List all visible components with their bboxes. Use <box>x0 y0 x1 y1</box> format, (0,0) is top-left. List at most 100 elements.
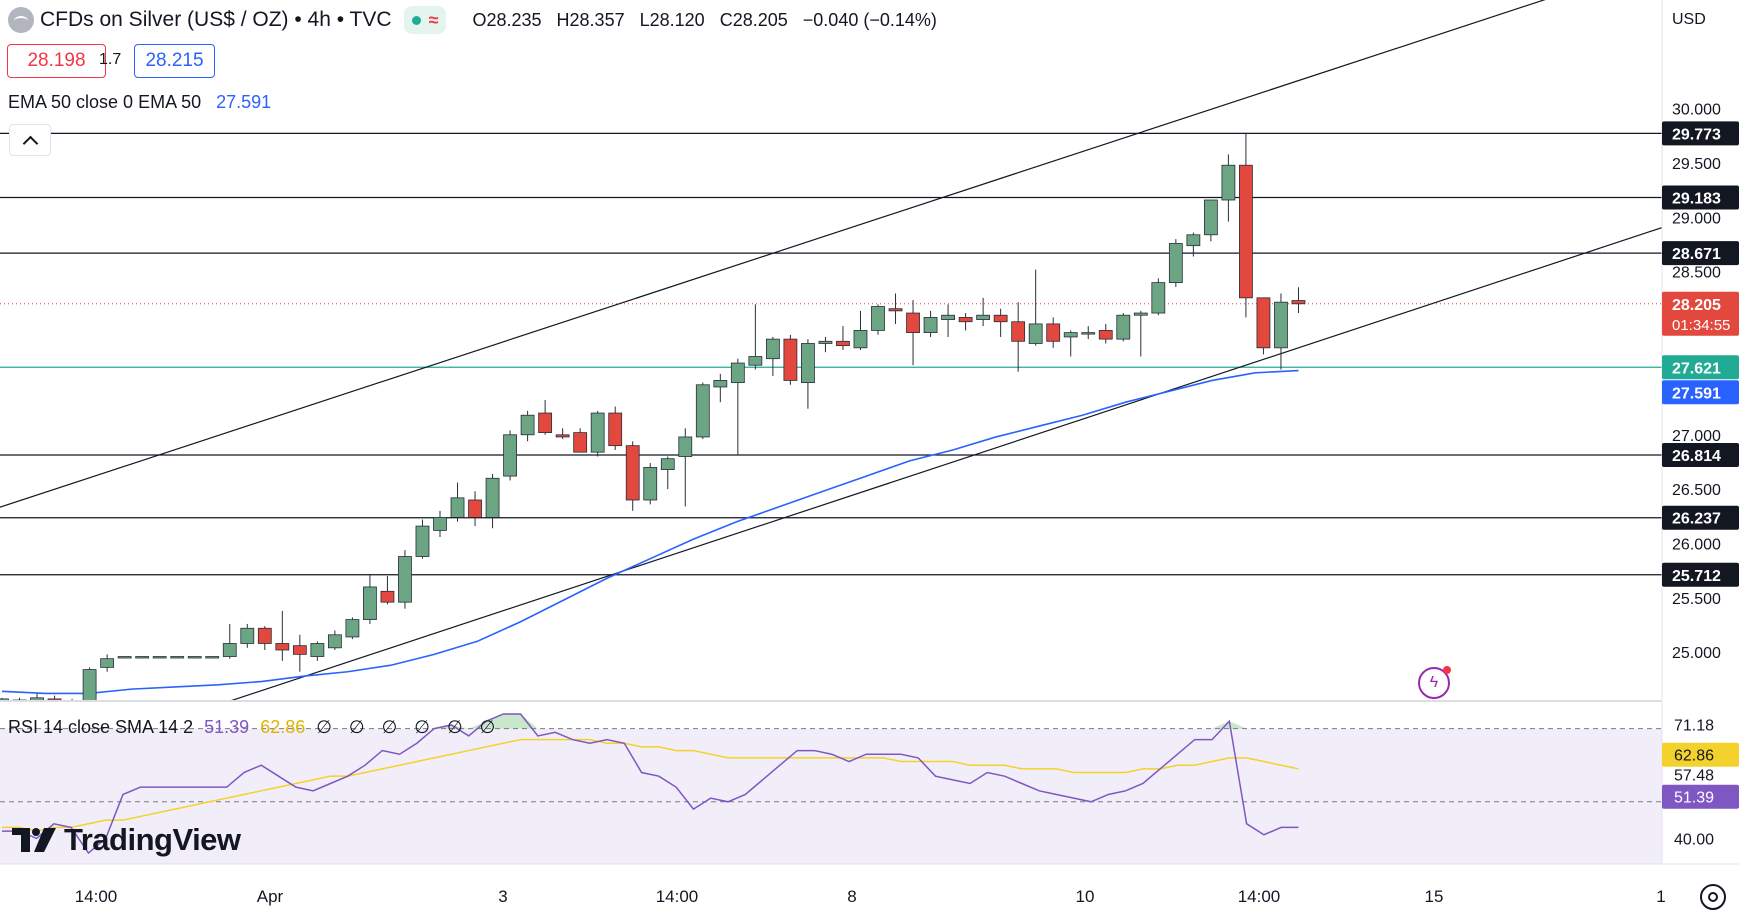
candle-up <box>853 330 868 349</box>
ohlc-change: −0.040 (−0.14%) <box>802 9 937 30</box>
candle-down <box>1098 330 1113 340</box>
tradingview-wordmark: TradingView <box>64 822 241 857</box>
candle-up <box>222 643 237 657</box>
collapse-legend-button[interactable] <box>9 124 51 156</box>
settings-gear-icon[interactable] <box>1700 884 1726 910</box>
candle-up <box>485 477 500 518</box>
level-badge-bg <box>1662 562 1739 587</box>
candle-down <box>573 432 588 453</box>
rsi-tick-label: 40.00 <box>1674 831 1714 848</box>
candle-up <box>170 656 185 659</box>
ema50-line <box>1 369 1299 695</box>
level-badge-bg <box>1662 241 1739 266</box>
level-badge-bg <box>1662 121 1739 146</box>
last-price-badge: 28.205 <box>1672 297 1721 314</box>
candle-down <box>1291 300 1306 305</box>
level-badge: 26.814 <box>1672 448 1721 465</box>
candle-up <box>1028 323 1043 344</box>
rsi-line <box>2 713 1299 855</box>
price-tick-label: 26.500 <box>1672 482 1721 499</box>
symbol-title[interactable]: CFDs on Silver (US$ / OZ) • 4h • TVC <box>40 8 392 31</box>
candle-up <box>713 380 728 388</box>
candle-up <box>82 669 97 700</box>
rsi-badge: 51.39 <box>1674 790 1714 807</box>
price-tick-label: 25.000 <box>1672 645 1721 662</box>
price-tick-label: 25.500 <box>1672 591 1721 608</box>
candle-up <box>135 656 150 659</box>
candle-up <box>415 525 430 557</box>
candle-down <box>958 316 973 323</box>
level-badge: 26.237 <box>1672 511 1721 528</box>
candle-up <box>643 466 658 501</box>
level-badge: 29.183 <box>1672 191 1721 208</box>
ohlc-open: O28.235 <box>472 9 542 30</box>
market-status-pill[interactable]: ≈ <box>403 6 447 34</box>
candle-up <box>1063 332 1078 338</box>
candle-up <box>117 656 132 659</box>
candle-down <box>888 308 903 312</box>
tradingview-logo[interactable]: TradingView <box>12 822 241 858</box>
candle-up <box>363 586 377 620</box>
candle-up <box>310 643 325 657</box>
time-tick-label: 1 <box>1656 887 1665 906</box>
time-tick-label: Apr <box>257 887 284 906</box>
rsi-legend-value: 51.39 <box>204 717 250 737</box>
candle-up <box>240 627 255 644</box>
rsi-pane[interactable] <box>0 713 1662 875</box>
candle-up <box>0 698 9 700</box>
price-pane[interactable] <box>0 0 1662 777</box>
buy-price-button[interactable]: 28.215 <box>134 44 215 78</box>
rsi-legend[interactable]: RSI 14 close SMA 14 2 51.39 62.86 ∅ ∅ ∅ … <box>8 717 501 738</box>
candle-up <box>1151 282 1166 314</box>
candle-down <box>538 412 553 434</box>
candle-up <box>590 412 605 453</box>
candle-down <box>625 445 640 501</box>
flash-alert-icon[interactable]: ϟ <box>1418 666 1451 699</box>
price-tick-label: 29.000 <box>1672 210 1721 227</box>
candle-up <box>433 516 447 531</box>
rsi-badge-bg <box>1662 784 1739 809</box>
ema-legend[interactable]: EMA 50 close 0 EMA 50 27.591 <box>8 92 271 113</box>
ohlc-readout: O28.235 H28.357 L28.120 C28.205 −0.040 (… <box>472 10 946 31</box>
ema-badge: 27.591 <box>1672 385 1721 402</box>
ohlc-high: H28.357 <box>556 9 625 30</box>
support-badge: 27.621 <box>1672 360 1721 377</box>
candle-up <box>1081 332 1096 335</box>
channel-lower-line <box>231 227 1662 700</box>
candle-up <box>941 314 955 320</box>
ema-badge-bg <box>1662 380 1739 405</box>
currency-selector[interactable]: USD <box>1668 5 1739 35</box>
time-tick-label: 15 <box>1425 887 1444 906</box>
candle-up <box>923 316 938 334</box>
rsi-tick-label: 57.48 <box>1674 767 1714 784</box>
price-tick-label: 29.500 <box>1672 156 1721 173</box>
level-badge-bg <box>1662 505 1739 530</box>
level-badge: 25.712 <box>1672 568 1721 585</box>
candle-up <box>976 314 991 320</box>
candle-down <box>608 412 623 447</box>
sell-price-button[interactable]: 28.198 <box>7 44 106 78</box>
candle-down <box>380 590 395 603</box>
candle-up <box>678 436 693 457</box>
candle-up <box>1133 312 1148 316</box>
candle-up <box>871 306 885 331</box>
candle-up <box>327 634 342 649</box>
rsi-sma-legend-value: 62.86 <box>260 717 306 737</box>
currency-label: USD <box>1672 11 1706 28</box>
rsi-tick-label: 71.18 <box>1674 717 1714 734</box>
candle-up <box>503 434 517 477</box>
level-badge: 28.671 <box>1672 246 1721 263</box>
candle-down <box>993 314 1008 323</box>
candle-up <box>152 656 167 659</box>
level-badge-bg <box>1662 443 1739 467</box>
tradingview-mark-icon <box>12 828 56 852</box>
candle-up <box>1221 164 1236 201</box>
rsi-legend-extra: ∅ ∅ ∅ ∅ ∅ ∅ <box>316 717 502 737</box>
candle-down <box>468 499 482 518</box>
candle-up <box>801 343 815 384</box>
rsi-pane-content <box>0 713 1662 864</box>
candle-up <box>205 656 220 659</box>
candle-up <box>1186 234 1201 247</box>
header-bar: CFDs on Silver (US$ / OZ) • 4h • TVC ≈ O… <box>8 6 947 34</box>
